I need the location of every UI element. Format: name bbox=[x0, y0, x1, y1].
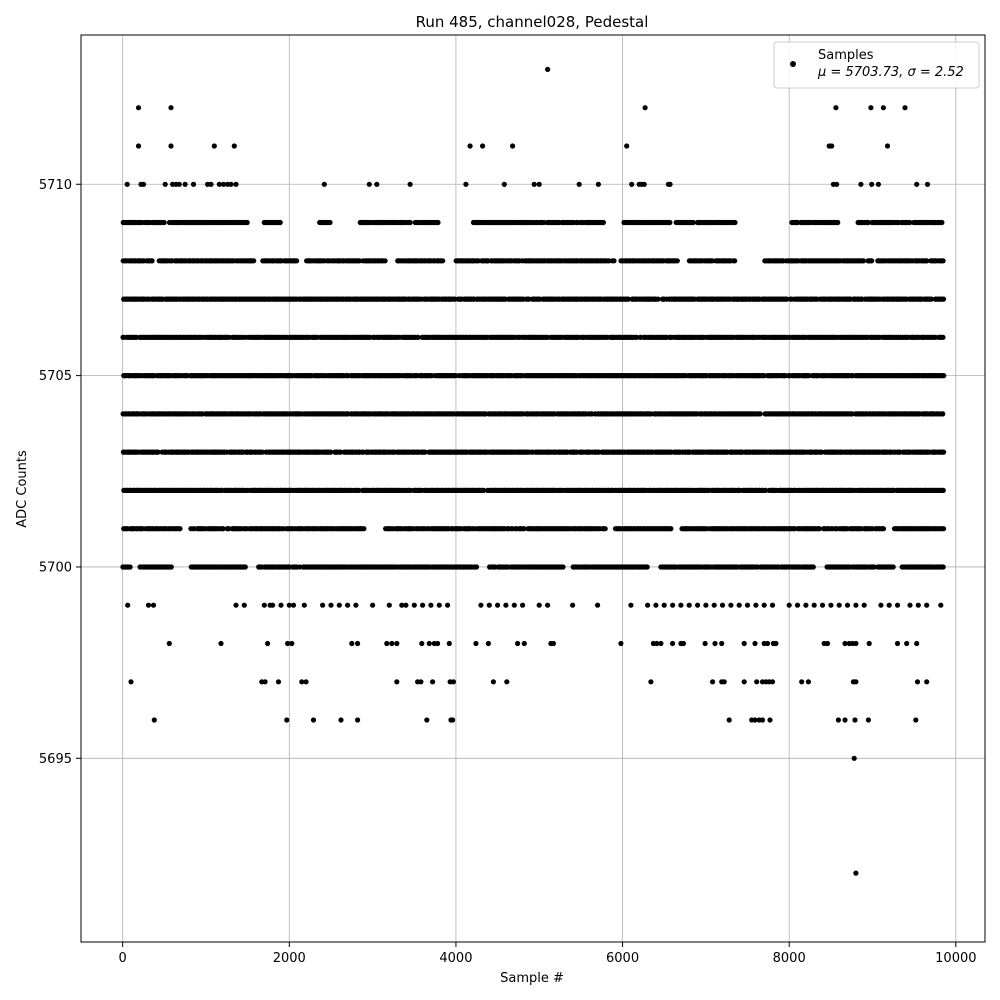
data-point bbox=[890, 564, 896, 570]
data-point bbox=[940, 334, 946, 340]
data-point bbox=[356, 487, 362, 493]
data-point bbox=[521, 526, 527, 532]
data-point bbox=[127, 564, 133, 570]
data-point bbox=[560, 564, 566, 570]
data-point bbox=[338, 449, 344, 455]
data-point bbox=[422, 449, 428, 455]
data-point bbox=[668, 526, 674, 532]
data-point bbox=[940, 411, 946, 417]
data-point bbox=[644, 564, 650, 570]
data-point bbox=[328, 449, 334, 455]
data-point bbox=[361, 526, 367, 532]
data-point bbox=[940, 487, 946, 493]
data-point bbox=[220, 526, 226, 532]
data-point bbox=[155, 449, 161, 455]
data-point bbox=[810, 564, 816, 570]
data-point bbox=[242, 564, 248, 570]
data-point bbox=[481, 487, 487, 493]
data-point bbox=[940, 564, 946, 570]
data-point bbox=[941, 449, 947, 455]
data-point bbox=[871, 564, 877, 570]
data-point bbox=[297, 564, 303, 570]
data-point bbox=[816, 526, 823, 532]
data-point bbox=[757, 411, 763, 417]
data-point bbox=[259, 449, 265, 455]
data-point bbox=[763, 487, 769, 493]
data-point bbox=[602, 526, 608, 532]
data-point bbox=[941, 373, 947, 379]
data-point bbox=[880, 526, 887, 532]
data-point bbox=[473, 564, 480, 570]
data-point bbox=[168, 564, 174, 570]
data-point bbox=[941, 526, 947, 532]
data-points bbox=[120, 66, 947, 876]
data-point bbox=[177, 526, 183, 532]
